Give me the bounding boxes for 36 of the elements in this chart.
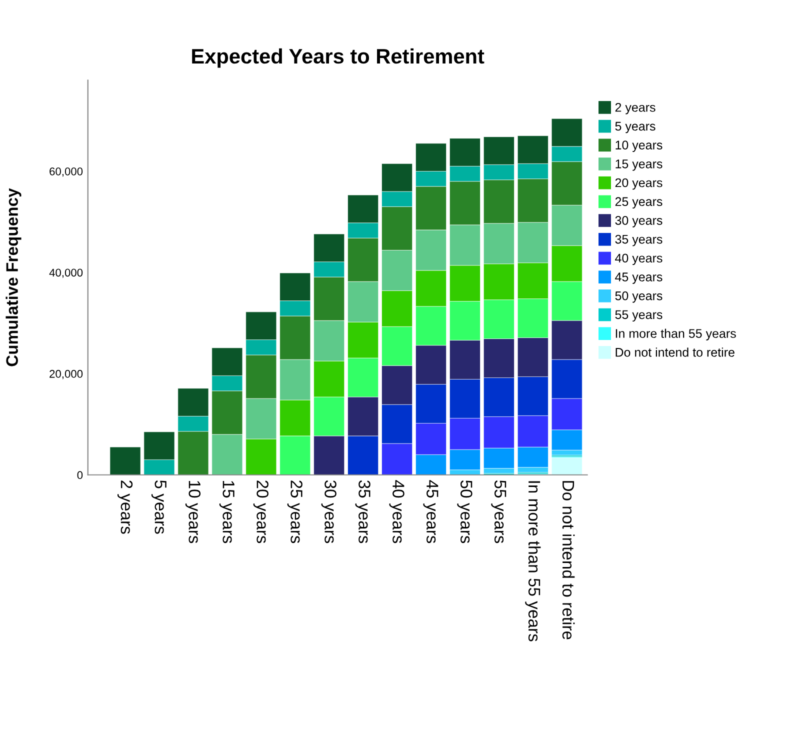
y-axis-title: Cumulative Frequency [6,188,22,366]
legend-label: 25 years [615,197,662,208]
y-tick-label: 20,000 [50,370,83,380]
x-tick-label: 10 years [185,481,201,544]
legend-label: 50 years [615,291,662,303]
legend-label: 2 years [615,102,656,114]
legend-label: 30 years [615,216,662,228]
legend-label: 45 years [615,272,662,284]
x-tick-label: 55 years [491,480,506,544]
x-tick-label: 20 years [253,480,268,544]
legend-label: 20 years [615,178,662,190]
x-tick-label: 15 years [219,481,234,544]
legend-label: 40 years [615,254,662,266]
legend-label: 5 years [615,122,656,134]
x-tick-label: 25 years [287,480,302,544]
legend-label: 10 years [616,140,662,152]
x-tick-label: Do not intend to retire [562,481,575,640]
x-tick-label: In more than 55 years [525,481,541,642]
y-tick-label: 60,000 [50,168,83,177]
x-tick-label: 45 years [423,480,438,544]
bar [110,446,141,475]
chart-title: Expected Years to Retirement [192,48,484,68]
x-tick-label: 50 years [457,480,472,544]
x-tick-label: 5 years [151,480,166,534]
legend-label: 15 years [616,160,662,171]
bar [551,458,582,475]
legend-label: 55 years [615,310,662,322]
x-tick-label: 30 years [321,480,336,544]
x-tick-label: 2 years [117,480,133,534]
legend-label: In more than 55 years [616,328,736,340]
x-tick-label: 40 years [389,480,404,544]
x-tick-label: 35 years [355,480,370,544]
y-tick-label: 0 [77,471,83,480]
legend-label: Do not intend to retire [616,348,734,357]
y-tick-label: 40,000 [49,268,83,278]
legend-label: 35 years [615,234,662,246]
